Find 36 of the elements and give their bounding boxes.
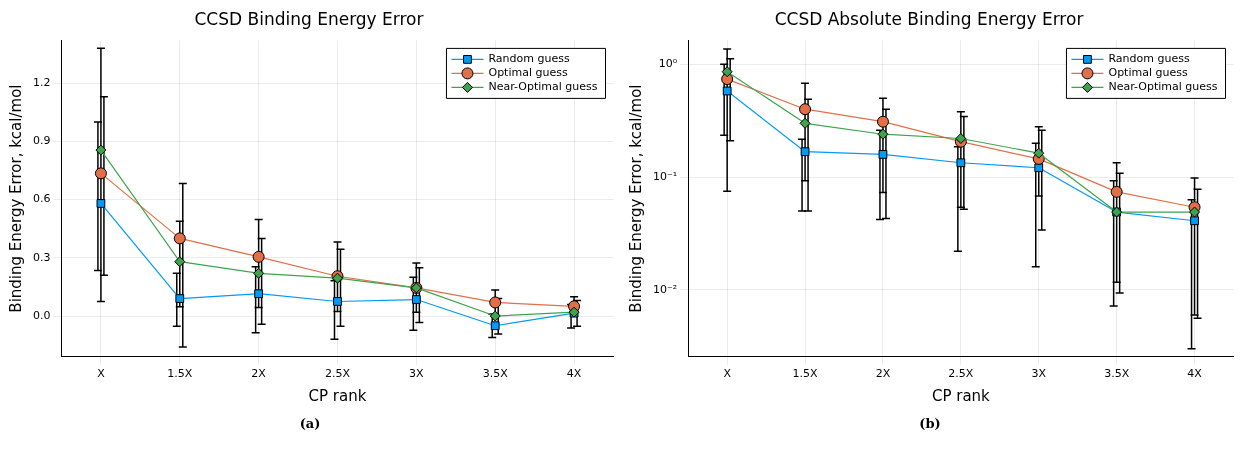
y-axis-title: Binding Energy Error, kcal/mol xyxy=(626,84,645,313)
y-tick-label: 0.3 xyxy=(32,250,51,264)
y-tick-label: 1.2 xyxy=(32,75,51,89)
x-tick-label: 3.5X xyxy=(1104,367,1130,381)
chart-title: CCSD Absolute Binding Energy Error xyxy=(774,8,1084,29)
legend-label: Optimal guess xyxy=(1108,66,1188,80)
y-tick-label: 10⁰ xyxy=(658,57,678,71)
y-tick-label: 10⁻¹ xyxy=(652,169,678,183)
x-tick-label: X xyxy=(723,367,732,381)
legend-label: Near-Optimal guess xyxy=(1108,80,1218,94)
x-axis-title: CP rank xyxy=(931,386,991,405)
x-tick-label: 2X xyxy=(875,367,891,381)
x-tick-label: 2.5X xyxy=(948,367,974,381)
y-tick-label: 0.6 xyxy=(32,192,51,206)
y-tick-label: 0.0 xyxy=(32,308,51,322)
y-tick-label: 0.9 xyxy=(32,134,51,148)
x-tick-label: 2.5X xyxy=(324,367,351,381)
legend-label: Optimal guess xyxy=(488,66,568,80)
x-axis-title: CP rank xyxy=(308,386,367,405)
chart-title: CCSD Binding Energy Error xyxy=(194,8,424,29)
legend-label: Random guess xyxy=(488,52,570,66)
x-tick-label: 1.5X xyxy=(167,367,193,381)
legend-label: Near-Optimal guess xyxy=(488,80,598,94)
y-tick-label: 10⁻² xyxy=(652,282,678,296)
x-tick-label: 4X xyxy=(1187,367,1203,381)
legend-label: Random guess xyxy=(1108,52,1190,66)
x-tick-label: 3X xyxy=(1031,367,1047,381)
text: (a) xyxy=(298,416,322,431)
text: (b) xyxy=(918,416,942,431)
x-tick-label: 1.5X xyxy=(792,367,819,381)
x-tick-label: X xyxy=(97,367,106,381)
x-tick-label: 4X xyxy=(566,367,582,381)
y-axis-title: Binding Energy Error, kcal/mol xyxy=(6,84,25,313)
x-tick-label: 3.5X xyxy=(482,367,509,381)
x-tick-label: 2X xyxy=(251,367,267,381)
x-tick-label: 3X xyxy=(409,367,425,381)
